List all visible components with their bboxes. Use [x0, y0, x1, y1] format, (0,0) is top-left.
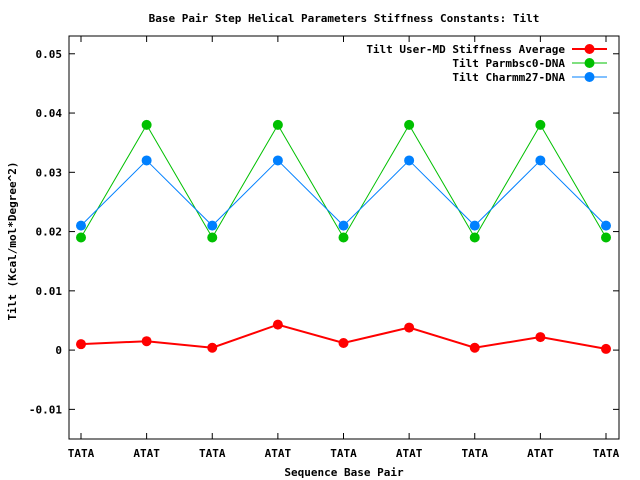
- legend-marker: [584, 72, 595, 82]
- x-tick-label: ATAT: [396, 447, 423, 460]
- data-point: [404, 119, 415, 130]
- data-point: [76, 220, 86, 231]
- legend-label: Tilt Charmm27-DNA: [452, 71, 565, 84]
- data-point: [535, 155, 546, 166]
- data-point: [601, 343, 611, 354]
- y-tick-label: 0: [55, 344, 62, 357]
- x-tick-label: TATA: [462, 447, 489, 460]
- legend-marker: [584, 58, 595, 68]
- y-tick-label: 0.02: [36, 226, 63, 239]
- x-tick-label: ATAT: [133, 447, 160, 460]
- x-tick-label: ATAT: [527, 447, 554, 460]
- series-line: [80, 159, 607, 227]
- data-point: [272, 155, 283, 166]
- data-point: [207, 232, 218, 243]
- y-tick-label: 0.05: [36, 48, 63, 61]
- data-point: [469, 232, 480, 243]
- y-tick-label: 0.04: [36, 107, 63, 120]
- data-point: [76, 339, 86, 350]
- chart-title: Base Pair Step Helical Parameters Stiffn…: [149, 12, 540, 25]
- x-tick-label: TATA: [593, 447, 620, 460]
- data-point: [535, 119, 546, 130]
- x-tick-label: ATAT: [265, 447, 292, 460]
- data-point: [207, 220, 218, 231]
- data-point: [338, 232, 349, 243]
- legend-label: Tilt User-MD Stiffness Average: [366, 43, 565, 56]
- data-point: [272, 119, 283, 130]
- data-point: [535, 332, 546, 343]
- plot-area: -0.01 0 0.01 0.02 0.03 0.04 0.05 TATA ATAT TATA AT…: [29, 35, 620, 460]
- data-point: [404, 322, 415, 333]
- x-tick-label: TATA: [330, 447, 357, 460]
- data-point: [601, 232, 611, 243]
- y-tick-label: 0.01: [36, 285, 63, 298]
- data-point: [469, 220, 480, 231]
- data-point: [469, 342, 480, 353]
- data-point: [338, 220, 349, 231]
- y-axis-label: Tilt (Kcal/mol*Degree^2): [6, 162, 19, 321]
- data-point: [141, 336, 152, 347]
- data-point: [404, 155, 415, 166]
- legend-marker: [584, 44, 595, 54]
- x-tick-label: TATA: [199, 447, 226, 460]
- data-point: [141, 119, 152, 130]
- legend-label: Tilt Parmbsc0-DNA: [452, 57, 565, 70]
- data-point: [601, 220, 611, 231]
- y-tick-label: 0.03: [36, 166, 63, 179]
- x-tick-label: TATA: [68, 447, 95, 460]
- data-point: [141, 155, 152, 166]
- data-point: [76, 232, 86, 243]
- data-point: [207, 342, 218, 353]
- data-point: [272, 319, 283, 330]
- series-line: [80, 123, 607, 239]
- data-point: [338, 337, 349, 348]
- x-axis-label: Sequence Base Pair: [284, 466, 404, 479]
- y-tick-label: -0.01: [29, 403, 62, 416]
